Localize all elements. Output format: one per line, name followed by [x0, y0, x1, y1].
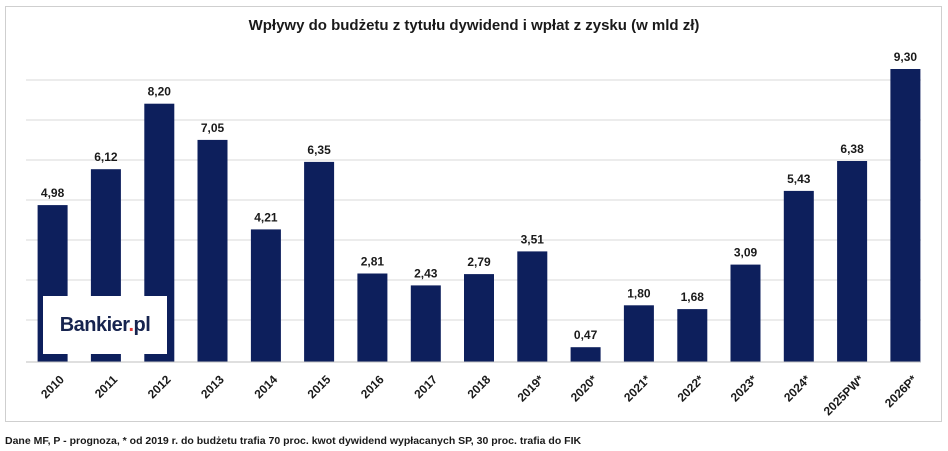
x-tick-label-2010: 2010 — [38, 372, 67, 401]
x-tick-label-2014: 2014 — [251, 372, 280, 401]
value-label-2024*: 5,43 — [787, 172, 811, 186]
value-label-2018: 2,79 — [467, 255, 491, 269]
value-label-2011: 6,12 — [94, 150, 118, 164]
chart-title: Wpływy do budżetu z tytułu dywidend i wp… — [248, 17, 700, 34]
value-label-2021*: 1,80 — [627, 286, 651, 300]
x-tick-labels: 2010 2011 2012 2013 2014 2015 2016 2017 2018 2019… — [38, 372, 920, 418]
value-label-2023*: 3,09 — [734, 246, 758, 260]
value-label-2026P*: 9,30 — [894, 50, 918, 64]
bar-2015 — [304, 161, 335, 362]
x-tick-label-2026P*: 2026P* — [882, 372, 920, 410]
value-label-2012: 8,20 — [148, 85, 172, 99]
bar-2013 — [197, 139, 228, 362]
value-label-2020*: 0,47 — [574, 328, 598, 342]
value-label-2025PW*: 6,38 — [840, 142, 864, 156]
bars — [37, 69, 921, 362]
x-tick-label-2016: 2016 — [358, 372, 387, 401]
value-labels: 4,98 6,12 8,20 7,05 4,21 6,35 2,81 2,43 2,79 3,51… — [41, 50, 917, 342]
bar-2017 — [410, 285, 441, 362]
x-tick-label-2015: 2015 — [305, 372, 334, 401]
x-tick-label-2025PW*: 2025PW* — [821, 372, 867, 418]
bankier-logo: Bankier.pl — [43, 296, 167, 354]
value-label-2010: 4,98 — [41, 186, 65, 200]
x-tick-label-2013: 2013 — [198, 372, 227, 401]
x-tick-label-2024*: 2024* — [781, 372, 813, 404]
x-tick-label-2020*: 2020* — [568, 372, 600, 404]
bar-2018 — [464, 274, 494, 362]
bar-2025PW* — [837, 161, 868, 362]
value-label-2013: 7,05 — [201, 121, 225, 135]
bar-2019* — [517, 251, 548, 362]
x-tick-label-2019*: 2019* — [515, 372, 547, 404]
bar-2020* — [570, 347, 601, 362]
value-label-2014: 4,21 — [254, 210, 278, 224]
value-label-2016: 2,81 — [361, 255, 385, 269]
bar-2024* — [783, 190, 814, 362]
value-label-2015: 6,35 — [307, 143, 331, 157]
value-label-2019*: 3,51 — [521, 232, 545, 246]
x-tick-label-2023*: 2023* — [728, 372, 760, 404]
x-tick-label-2011: 2011 — [92, 372, 121, 401]
bar-2021* — [623, 305, 654, 362]
bar-2026P* — [890, 69, 921, 362]
bar-2014 — [250, 229, 281, 362]
footnote: Dane MF, P - prognoza, * od 2019 r. do b… — [5, 435, 582, 447]
x-tick-label-2021*: 2021* — [621, 372, 653, 404]
x-tick-label-2018: 2018 — [465, 372, 494, 401]
x-tick-label-2017: 2017 — [411, 372, 440, 401]
x-tick-label-2012: 2012 — [145, 372, 174, 401]
value-label-2017: 2,43 — [414, 266, 438, 280]
bar-2022* — [677, 309, 708, 362]
value-label-2022*: 1,68 — [681, 290, 705, 304]
bar-2023* — [730, 264, 761, 362]
x-tick-label-2022*: 2022* — [675, 372, 707, 404]
bar-2016 — [357, 273, 388, 362]
